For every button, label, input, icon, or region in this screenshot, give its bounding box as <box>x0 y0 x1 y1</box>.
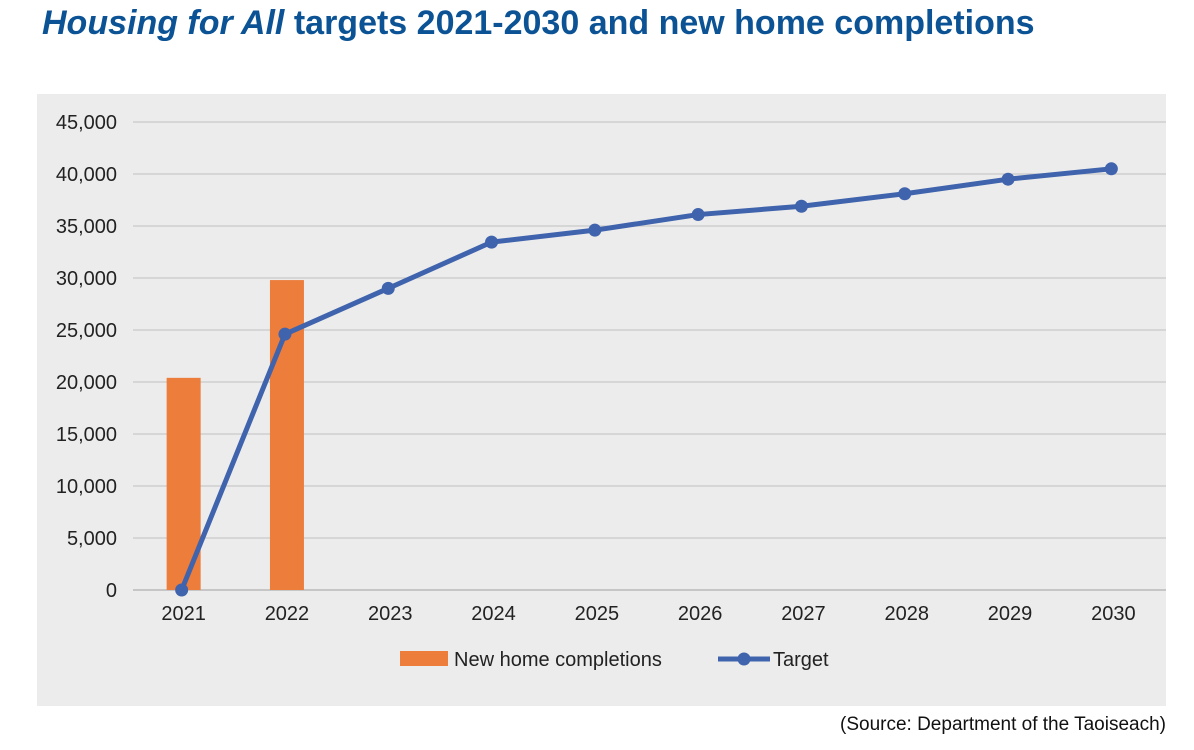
target-point-2024 <box>485 235 499 249</box>
target-point-2030 <box>1104 162 1118 176</box>
x-tick-label: 2025 <box>575 603 620 625</box>
x-tick-label: 2022 <box>265 603 310 625</box>
chart-title-rest: targets 2021-2030 and new home completio… <box>284 4 1035 42</box>
target-point-2025 <box>588 223 602 237</box>
target-point-2028 <box>898 187 912 201</box>
y-tick-label: 15,000 <box>56 424 117 446</box>
x-tick-label: 2028 <box>885 603 930 625</box>
target-point-2027 <box>794 199 808 213</box>
y-tick-label: 10,000 <box>56 476 117 498</box>
x-tick-label: 2029 <box>988 603 1033 625</box>
x-tick-label: 2024 <box>471 603 516 625</box>
chart-title: Housing for All targets 2021-2030 and ne… <box>42 2 1035 44</box>
y-tick-label: 30,000 <box>56 268 117 290</box>
target-point-2023 <box>381 281 395 295</box>
x-tick-label: 2030 <box>1091 603 1136 625</box>
target-line <box>179 166 1112 591</box>
y-tick-label: 25,000 <box>56 320 117 342</box>
y-tick-label: 40,000 <box>56 164 117 186</box>
legend-marker-target <box>737 652 751 666</box>
target-point-2022 <box>278 327 292 341</box>
legend-label-completions: New home completions <box>454 649 662 671</box>
y-tick-label: 45,000 <box>56 112 117 134</box>
chart-title-italic: Housing for All <box>42 4 285 42</box>
x-tick-label: 2026 <box>678 603 723 625</box>
x-tick-label: 2027 <box>781 603 826 625</box>
x-tick-label: 2021 <box>161 603 206 625</box>
target-point-2021 <box>175 583 189 597</box>
y-tick-label: 5,000 <box>67 528 117 550</box>
x-tick-label: 2023 <box>368 603 413 625</box>
y-tick-label: 20,000 <box>56 372 117 394</box>
y-tick-label: 35,000 <box>56 216 117 238</box>
y-tick-label: 0 <box>106 580 117 602</box>
plot-panel <box>37 94 1166 706</box>
target-point-2026 <box>691 208 705 222</box>
legend-swatch-completions <box>400 651 448 666</box>
target-point-2029 <box>1001 172 1015 186</box>
source-note: (Source: Department of the Taoiseach) <box>840 714 1166 735</box>
legend-label-target: Target <box>773 649 829 671</box>
